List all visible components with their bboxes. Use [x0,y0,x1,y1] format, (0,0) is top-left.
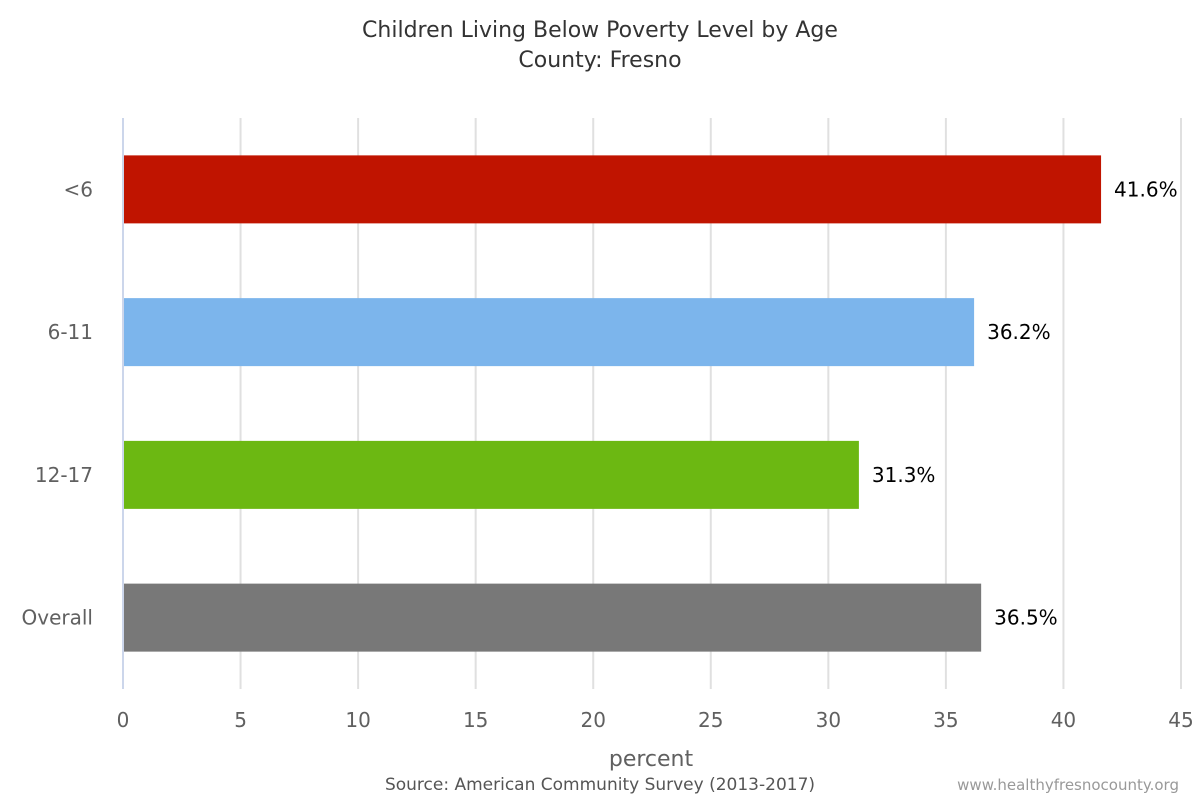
x-tick-label: 35 [933,708,958,732]
x-tick-label: 10 [345,708,370,732]
category-label: Overall [22,606,93,630]
category-label: 12-17 [35,463,93,487]
x-tick-label: 30 [816,708,841,732]
category-labels: <6 6-11 12-17 Overall [22,177,93,629]
chart-subtitle: County: Fresno [518,48,681,73]
x-axis-title: percent [609,747,694,772]
data-labels: 41.6% 36.2% 31.3% 36.5% [872,177,1178,629]
x-tick-label: 25 [698,708,723,732]
bar[interactable] [123,583,982,652]
data-label: 36.5% [994,606,1058,630]
bar[interactable] [123,440,859,509]
credit-link[interactable]: www.healthyfresnocounty.org [957,776,1179,794]
data-label: 41.6% [1114,177,1178,201]
x-tick-label: 15 [463,708,488,732]
data-label: 36.2% [987,320,1051,344]
x-tick-label: 40 [1051,708,1076,732]
bars [123,155,1102,652]
chart-title: Children Living Below Poverty Level by A… [362,18,838,43]
x-tick-label: 45 [1168,708,1193,732]
x-tick-label: 5 [234,708,247,732]
category-label: 6-11 [48,320,93,344]
x-tick-label: 0 [117,708,130,732]
bar[interactable] [123,298,975,367]
category-label: <6 [64,177,93,201]
x-tick-labels: 0 5 10 15 20 25 30 35 40 45 [117,708,1194,732]
source-note: Source: American Community Survey (2013-… [385,775,815,795]
x-tick-label: 20 [580,708,605,732]
data-label: 31.3% [872,463,936,487]
bar[interactable] [123,155,1102,224]
